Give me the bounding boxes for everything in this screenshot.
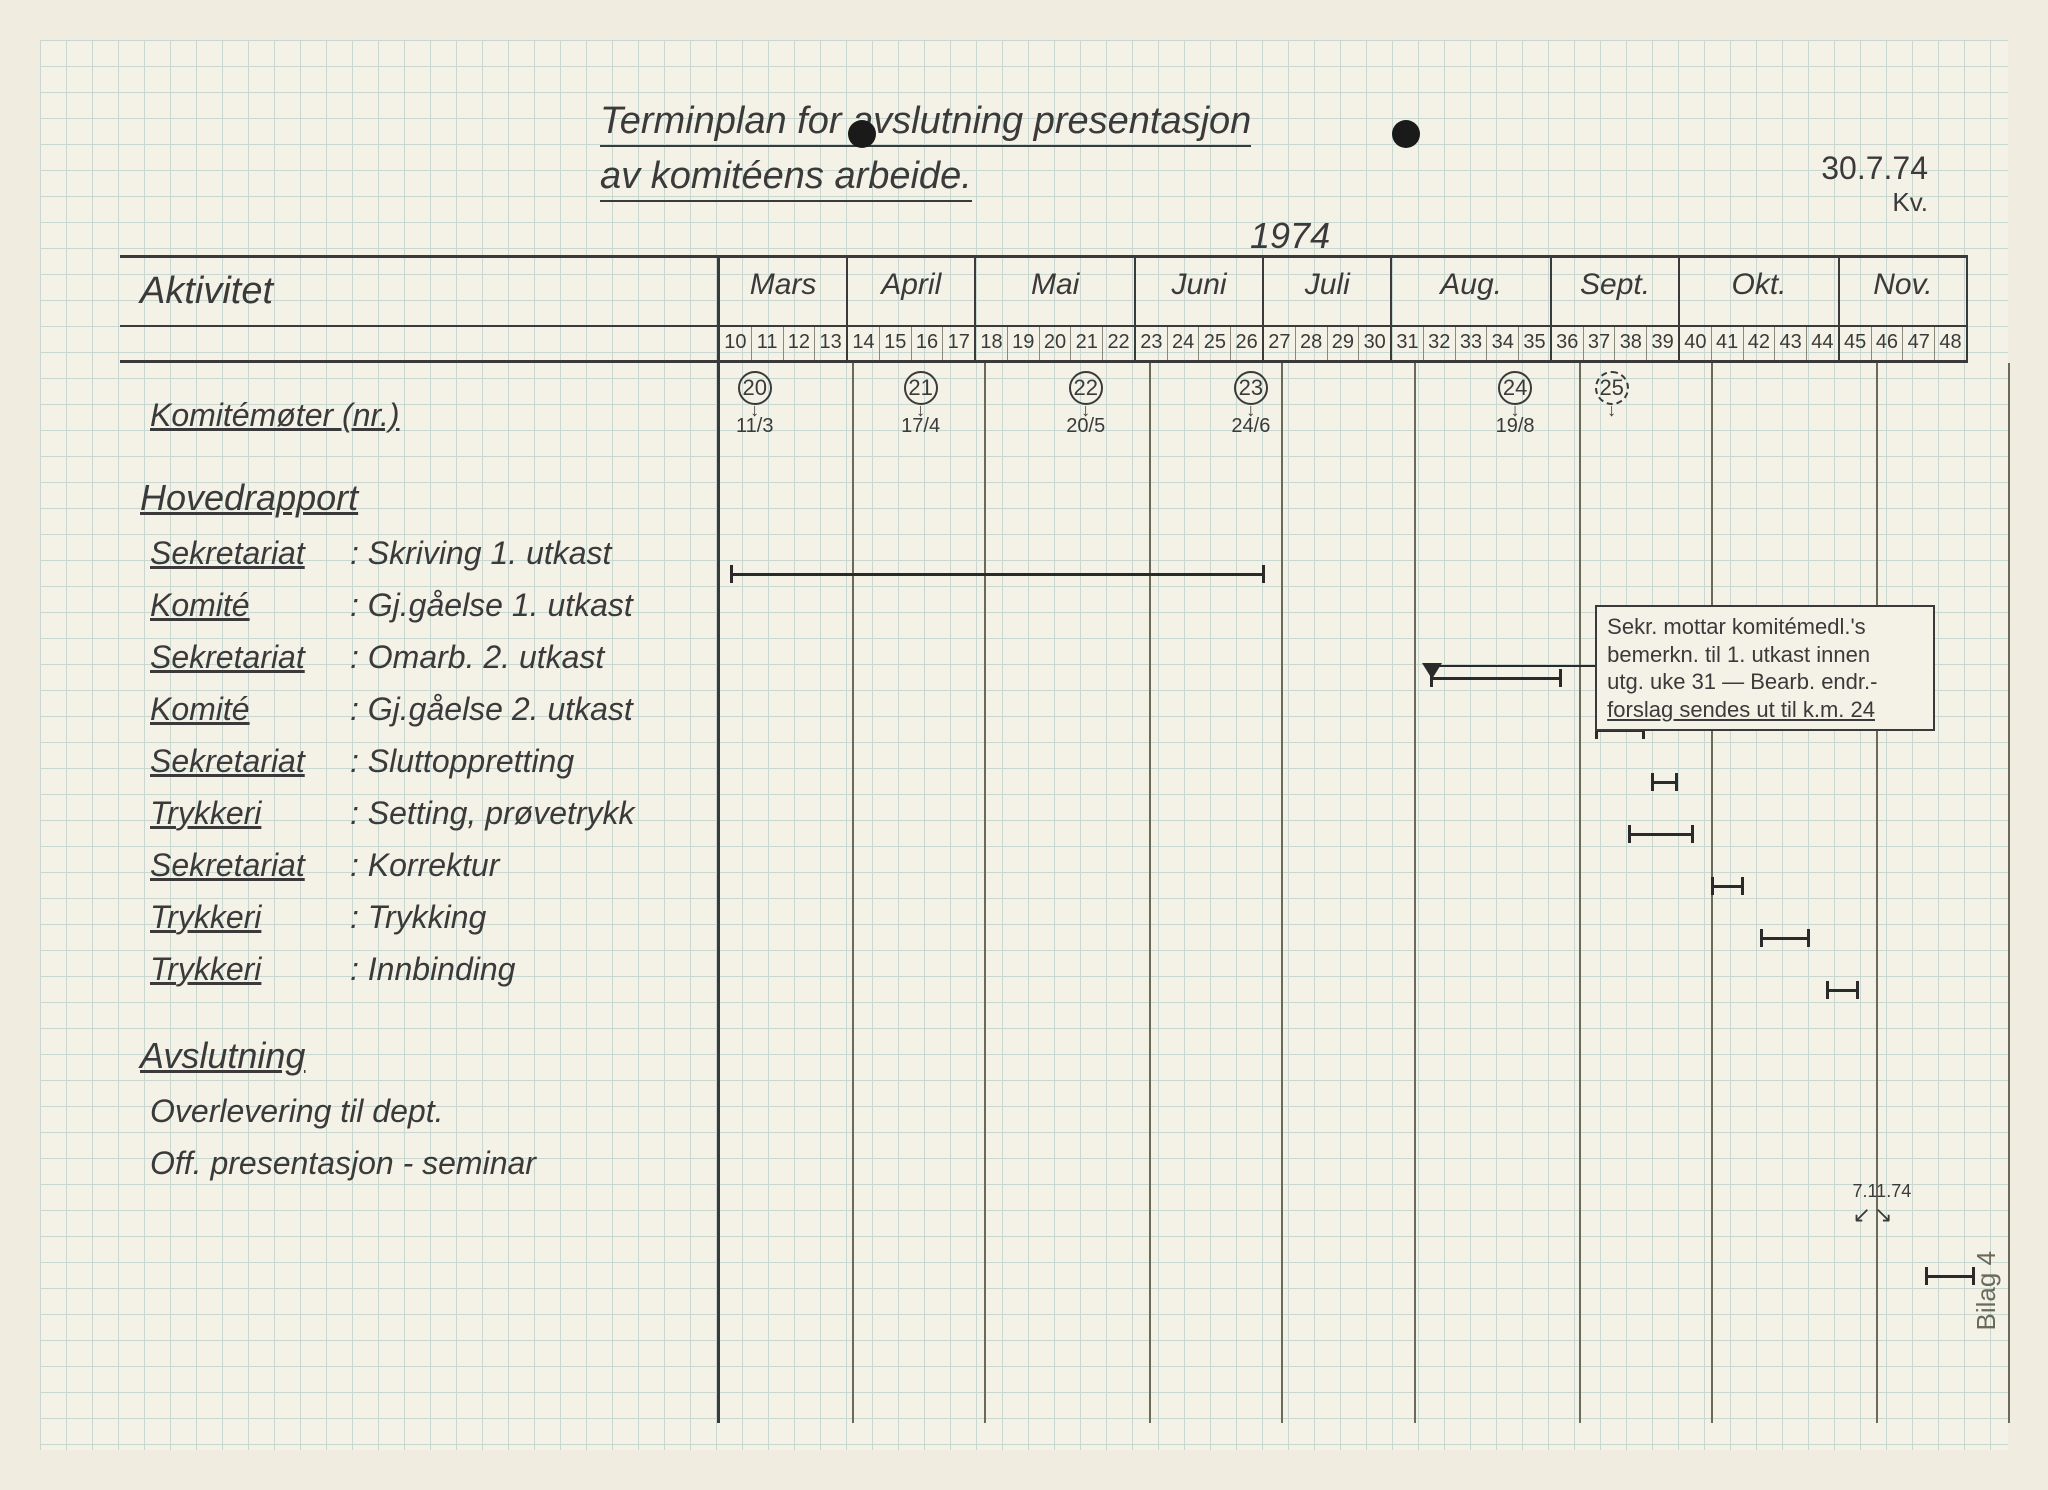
- week-number: 24: [1168, 327, 1200, 360]
- title-line-2: av komitéens arbeide.: [600, 155, 972, 202]
- week-number: 45: [1840, 327, 1872, 360]
- week-number: 27: [1264, 327, 1296, 360]
- chart-area: 20↓11/3 21↓17/4 22↓20/5 23↓24/6 24↓19/8 25↓ Se…: [720, 363, 1968, 1423]
- week-number: 13: [815, 327, 848, 360]
- activity-row: Sekretariat : Korrektur: [150, 839, 701, 891]
- punch-hole: [848, 120, 876, 148]
- activity-row: Sekretariat : Sluttoppretting: [150, 735, 701, 787]
- week-number: 37: [1584, 327, 1616, 360]
- month-header: Sept.: [1552, 258, 1680, 325]
- title: Terminplan for avslutning presentasjon a…: [600, 100, 1251, 202]
- body-area: Komitémøter (nr.) Hovedrapport Sekretari…: [120, 363, 1968, 1423]
- month-header: April: [848, 258, 976, 325]
- week-number: 22: [1103, 327, 1136, 360]
- document-date: 30.7.74: [1821, 150, 1928, 187]
- week-number: 11: [752, 327, 784, 360]
- date-corner: 30.7.74 Kv.: [1821, 150, 1928, 218]
- closing-activity-row: Off. presentasjon - seminar: [150, 1137, 701, 1189]
- attachment-label: Bilag 4: [1971, 1251, 2002, 1331]
- week-number: 14: [848, 327, 880, 360]
- week-number: 23: [1136, 327, 1168, 360]
- week-number: 21: [1071, 327, 1103, 360]
- week-number: 26: [1231, 327, 1264, 360]
- week-number: 47: [1903, 327, 1935, 360]
- weeks-row: 1011121314151617181920212223242526272829…: [120, 327, 1968, 363]
- week-number: 34: [1487, 327, 1519, 360]
- activity-row: Sekretariat : Omarb. 2. utkast: [150, 631, 701, 683]
- header-row: Aktivitet MarsAprilMaiJuniJuliAug.Sept.O…: [120, 258, 1968, 327]
- week-number: 39: [1647, 327, 1680, 360]
- punch-hole: [1392, 120, 1420, 148]
- gantt-bar: [1826, 989, 1859, 992]
- activity-list: Komitémøter (nr.) Hovedrapport Sekretari…: [120, 363, 720, 1423]
- week-number: 32: [1424, 327, 1456, 360]
- week-number: 30: [1359, 327, 1392, 360]
- closing-activity-row: Overlevering til dept.: [150, 1085, 701, 1137]
- week-number: 48: [1935, 327, 1968, 360]
- months-header: MarsAprilMaiJuniJuliAug.Sept.Okt.Nov.: [720, 258, 1968, 325]
- annotation-note: Sekr. mottar komitémedl.'sbemerkn. til 1…: [1595, 605, 1935, 731]
- week-number: 20: [1040, 327, 1072, 360]
- activity-row: Komité : Gj.gåelse 2. utkast: [150, 683, 701, 735]
- gantt-bar: [1925, 1275, 1975, 1278]
- section-hovedrapport: Hovedrapport: [140, 477, 701, 519]
- week-number: 18: [976, 327, 1008, 360]
- meeting-marker: 21↓17/4: [901, 371, 940, 438]
- month-header: Okt.: [1680, 258, 1840, 325]
- month-header: Nov.: [1840, 258, 1968, 325]
- week-number: 44: [1807, 327, 1840, 360]
- section-avslutning: Avslutning: [140, 1035, 701, 1077]
- title-line-1: Terminplan for avslutning presentasjon: [600, 100, 1251, 147]
- week-number: 15: [880, 327, 912, 360]
- meeting-marker: 24↓19/8: [1496, 371, 1535, 438]
- meetings-row-label: Komitémøter (nr.): [150, 397, 400, 434]
- activity-header: Aktivitet: [120, 258, 720, 325]
- week-number: 43: [1775, 327, 1807, 360]
- meeting-marker: 22↓20/5: [1066, 371, 1105, 438]
- week-number: 31: [1392, 327, 1424, 360]
- activity-row: Trykkeri : Trykking: [150, 891, 701, 943]
- week-number: 35: [1519, 327, 1552, 360]
- month-header: Aug.: [1392, 258, 1552, 325]
- document-content: Terminplan for avslutning presentasjon a…: [40, 40, 2008, 1450]
- week-number: 19: [1008, 327, 1040, 360]
- week-number: 16: [912, 327, 944, 360]
- week-number: 42: [1744, 327, 1776, 360]
- gantt-bar: [1760, 937, 1810, 940]
- meeting-marker: 20↓11/3: [736, 371, 773, 438]
- gantt-table: Aktivitet MarsAprilMaiJuniJuliAug.Sept.O…: [120, 255, 1968, 1423]
- week-number: 25: [1199, 327, 1231, 360]
- gantt-bar: [1651, 781, 1677, 784]
- activity-row: Komité : Gj.gåelse 1. utkast: [150, 579, 701, 631]
- milestone: 7.11.74↙ ↘: [1853, 1181, 1912, 1228]
- week-number: 40: [1680, 327, 1712, 360]
- year-label: 1974: [1250, 215, 1330, 257]
- month-header: Mars: [720, 258, 848, 325]
- author-initials: Kv.: [1821, 187, 1928, 218]
- week-number: 28: [1296, 327, 1328, 360]
- activity-row: Trykkeri : Innbinding: [150, 943, 701, 995]
- gantt-bar: [1430, 677, 1562, 680]
- week-number: 17: [943, 327, 976, 360]
- week-number: 46: [1872, 327, 1904, 360]
- week-number: 38: [1615, 327, 1647, 360]
- meeting-marker: 23↓24/6: [1231, 371, 1270, 438]
- gantt-bar: [1628, 833, 1694, 836]
- week-number: 29: [1328, 327, 1360, 360]
- week-number: 41: [1712, 327, 1744, 360]
- activity-row: Sekretariat : Skriving 1. utkast: [150, 527, 701, 579]
- month-header: Juli: [1264, 258, 1392, 325]
- weeks-header: 1011121314151617181920212223242526272829…: [720, 327, 1968, 360]
- gantt-bar: [730, 573, 1265, 576]
- meeting-marker: 25↓: [1595, 371, 1629, 415]
- week-number: 36: [1552, 327, 1584, 360]
- gantt-bar: [1711, 885, 1744, 888]
- activity-row: Trykkeri : Setting, prøvetrykk: [150, 787, 701, 839]
- week-number: 33: [1456, 327, 1488, 360]
- week-number: 12: [784, 327, 816, 360]
- week-number: 10: [720, 327, 752, 360]
- month-header: Juni: [1136, 258, 1264, 325]
- month-header: Mai: [976, 258, 1136, 325]
